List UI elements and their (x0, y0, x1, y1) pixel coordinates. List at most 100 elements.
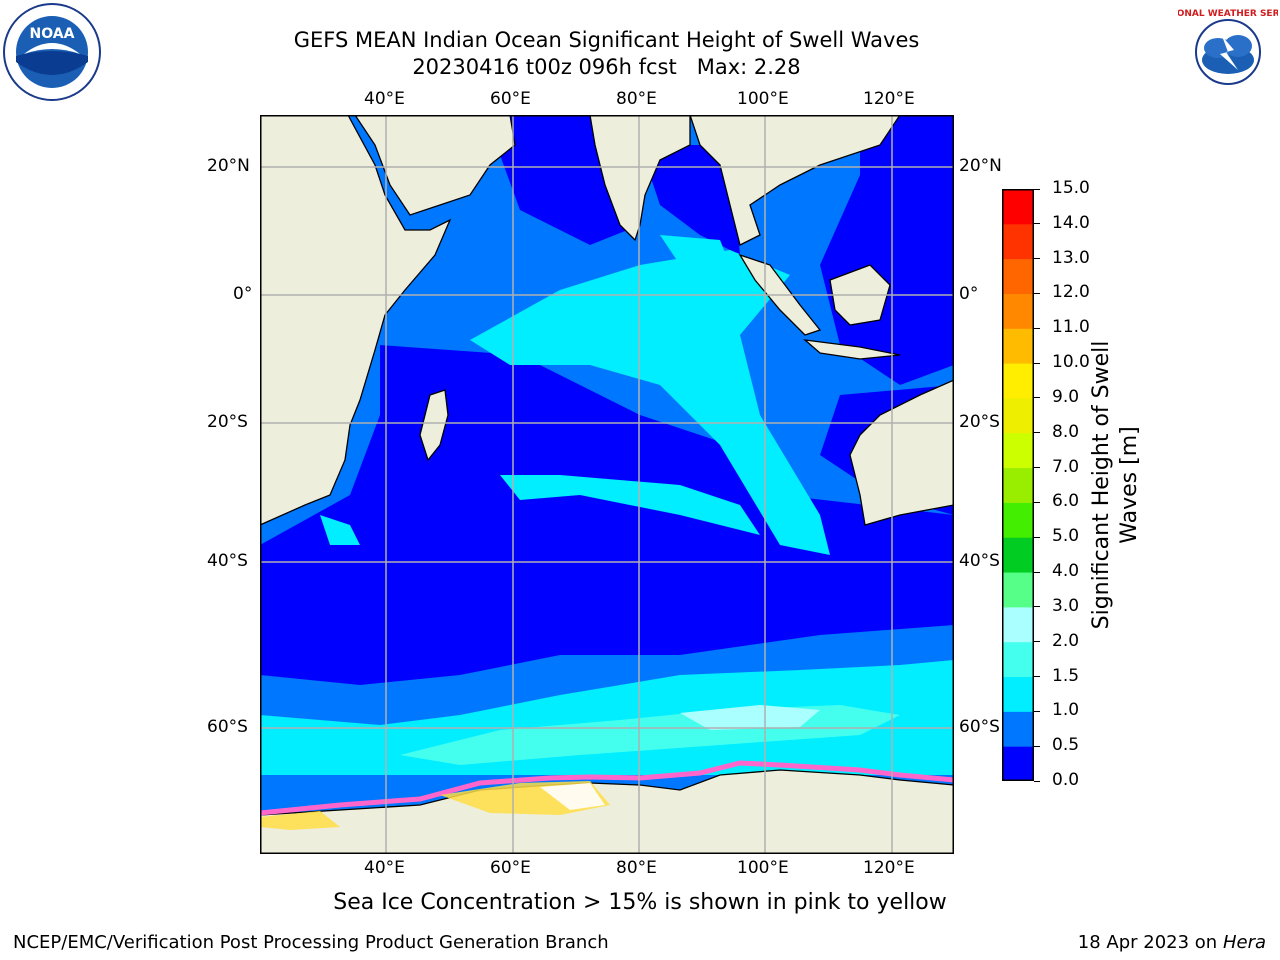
colorbar-tick-label: 1.0 (1052, 700, 1080, 721)
lat-label-right: 60°S (959, 717, 1000, 737)
credit-text: NCEP/EMC/Verification Post Processing Pr… (13, 932, 609, 953)
lon-label-top: 40°E (364, 89, 405, 109)
colorbar-svg (1002, 189, 1034, 782)
land-madagascar (419, 389, 449, 462)
colorbar-segment (1002, 711, 1034, 747)
colorbar-tick-label: 11.0 (1052, 317, 1090, 338)
colorbar-tick-label: 7.0 (1052, 456, 1080, 477)
lon-label-top: 60°E (490, 89, 531, 109)
colorbar-tick-label: 4.0 (1052, 561, 1080, 582)
map-frame (260, 115, 954, 854)
colorbar-tick-label: 6.0 (1052, 491, 1080, 512)
colorbar-segment (1002, 606, 1034, 643)
lat-label-right: 20°N (959, 156, 1002, 176)
colorbar-tick-mark (1034, 745, 1040, 747)
colorbar-tick-label: 14.0 (1052, 212, 1090, 233)
swell-zone-mid (470, 250, 830, 555)
colorbar-label-line1: Significant Height of Swell (1089, 340, 1114, 630)
date-text: 18 Apr 2023 on Hera (1078, 932, 1266, 953)
lat-label-left: 0° (233, 284, 253, 304)
lon-label-bottom: 80°E (616, 858, 657, 878)
swell-zone-peak (680, 705, 820, 730)
colorbar-tick-label: 9.0 (1052, 386, 1080, 407)
colorbar-segment (1002, 641, 1034, 678)
colorbar-tick-label: 13.0 (1052, 247, 1090, 268)
colorbar-tick-mark (1034, 676, 1040, 678)
land-india (589, 114, 691, 242)
lat-label-left: 20°N (207, 156, 250, 176)
colorbar-segment (1002, 502, 1034, 538)
colorbar-tick-label: 1.5 (1052, 665, 1080, 686)
colorbar-segment (1002, 258, 1034, 294)
colorbar-segment (1002, 397, 1034, 434)
colorbar-tick-label: 3.0 (1052, 595, 1080, 616)
noaa-logo: NOAA (2, 2, 102, 102)
swell-zone-mid (500, 475, 760, 535)
colorbar (1002, 189, 1034, 782)
swell-zone-mid (260, 660, 954, 775)
lat-label-left: 40°S (207, 551, 248, 571)
lat-label-left: 20°S (207, 412, 248, 432)
nws-logo: NATIONAL WEATHER SERVICE (1153, 2, 1280, 102)
colorbar-tick-mark (1034, 606, 1040, 608)
colorbar-tick-label: 0.0 (1052, 770, 1080, 790)
colorbar-segment (1002, 572, 1034, 608)
colorbar-tick-label: 10.0 (1052, 352, 1090, 373)
colorbar-tick-mark (1034, 501, 1040, 503)
lon-label-bottom: 120°E (863, 858, 915, 878)
colorbar-segment (1002, 746, 1034, 782)
noaa-logo-text: NOAA (30, 26, 75, 42)
colorbar-tick-mark (1034, 223, 1040, 225)
colorbar-tick-label: 0.5 (1052, 735, 1080, 756)
colorbar-tick-mark (1034, 327, 1040, 329)
land-java (802, 339, 901, 360)
sea-ice-area (260, 811, 340, 830)
colorbar-segment (1002, 432, 1034, 469)
colorbar-tick-mark (1034, 467, 1040, 469)
lon-label-bottom: 60°E (490, 858, 531, 878)
colorbar-tick-mark (1034, 188, 1040, 190)
colorbar-tick-label: 2.0 (1052, 630, 1080, 651)
colorbar-tick-mark (1034, 536, 1040, 538)
colorbar-segment (1002, 467, 1034, 503)
colorbar-frame (1002, 189, 1034, 781)
machine-name: Hera (1222, 932, 1266, 953)
lat-label-right: 0° (959, 284, 979, 304)
colorbar-segment (1002, 363, 1034, 399)
gridlines (260, 115, 954, 854)
lon-label-top: 80°E (616, 89, 657, 109)
map-panel (259, 114, 955, 855)
sea-ice-edge (259, 760, 955, 816)
colorbar-label-line2: Waves [m] (1117, 426, 1142, 544)
colorbar-segment (1002, 676, 1034, 712)
sea-ice-area (540, 783, 605, 810)
lon-label-top: 100°E (737, 89, 789, 109)
swell-zone-mid (660, 235, 730, 265)
colorbar-tick-mark (1034, 292, 1040, 294)
swell-zone-low (640, 145, 740, 255)
colorbar-tick-mark (1034, 362, 1040, 364)
land-southeast-asia (689, 114, 902, 246)
colorbar-tick-mark (1034, 571, 1040, 573)
colorbar-tick-label: 8.0 (1052, 421, 1080, 442)
lon-label-bottom: 100°E (737, 858, 789, 878)
colorbar-tick-mark (1034, 258, 1040, 260)
colorbar-segment (1002, 223, 1034, 260)
colorbar-tick-mark (1034, 710, 1040, 712)
lat-label-left: 60°S (207, 717, 248, 737)
chart-subtitle: 20230416 t00z 096h fcst Max: 2.28 (412, 55, 801, 79)
colorbar-tick-label: 5.0 (1052, 526, 1080, 547)
colorbar-tick-label: 15.0 (1052, 178, 1090, 198)
date-label: 18 Apr 2023 on (1077, 932, 1223, 953)
sea-ice-note: Sea Ice Concentration > 15% is shown in … (333, 890, 947, 915)
chart-title: GEFS MEAN Indian Ocean Significant Heigh… (293, 28, 920, 52)
colorbar-tick-label: 12.0 (1052, 282, 1090, 303)
colorbar-tick-mark (1034, 397, 1040, 399)
nws-logo-text: NATIONAL WEATHER SERVICE (1178, 9, 1278, 19)
lat-label-right: 40°S (959, 551, 1000, 571)
colorbar-segment (1002, 189, 1034, 225)
swell-zone-mid (320, 515, 360, 545)
land-australia (849, 379, 955, 526)
lon-label-top: 120°E (863, 89, 915, 109)
colorbar-segment (1002, 293, 1034, 329)
